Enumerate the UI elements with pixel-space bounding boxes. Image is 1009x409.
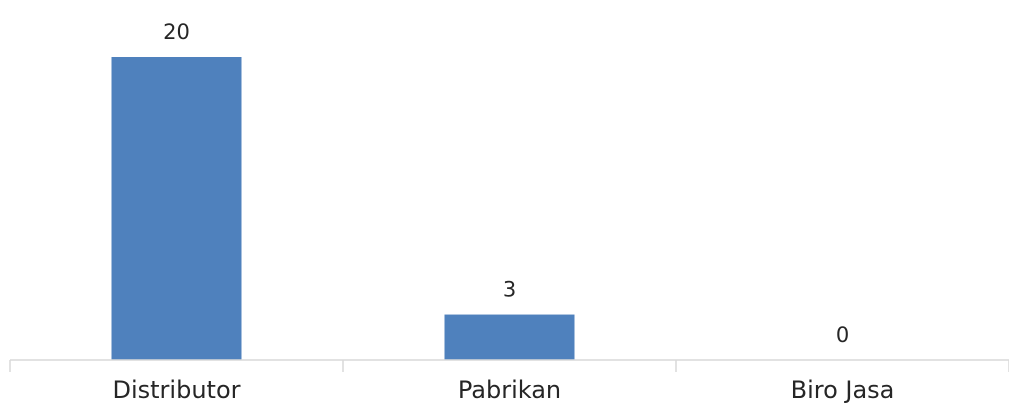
bars-group xyxy=(111,57,575,360)
data-label-biro-jasa: 0 xyxy=(836,323,849,347)
x-axis-tick-labels-group: Distributor Pabrikan Biro Jasa xyxy=(112,376,894,404)
x-tick-label-biro-jasa: Biro Jasa xyxy=(791,376,895,404)
data-label-distributor: 20 xyxy=(163,20,190,44)
data-label-pabrikan: 3 xyxy=(503,278,516,302)
x-axis-ticks-group xyxy=(9,360,1009,372)
x-tick-label-distributor: Distributor xyxy=(112,376,240,404)
x-tick-label-pabrikan: Pabrikan xyxy=(458,376,561,404)
bar-pabrikan xyxy=(444,314,575,360)
bar-distributor xyxy=(111,57,242,360)
